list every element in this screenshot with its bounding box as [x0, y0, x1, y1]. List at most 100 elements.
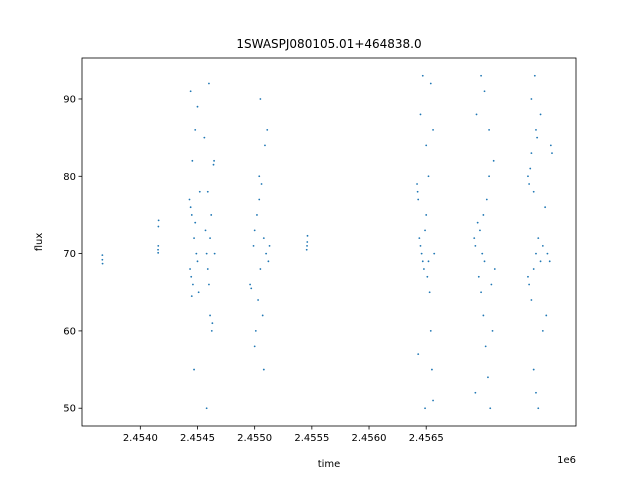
scatter-point: [306, 241, 309, 243]
scatter-point: [261, 314, 264, 317]
x-tick-label: 2.4555: [294, 433, 329, 444]
scatter-point: [480, 291, 482, 294]
scatter-point: [252, 244, 255, 247]
scatter-point: [204, 229, 207, 232]
scatter-point: [157, 251, 160, 254]
scatter-point: [548, 260, 551, 263]
y-tick-label: 60: [63, 326, 76, 337]
scatter-point: [190, 295, 193, 298]
scatter-point: [532, 368, 535, 371]
scatter-point: [262, 237, 265, 240]
scatter-point: [213, 159, 215, 162]
scatter-point: [474, 391, 477, 394]
scatter-point: [432, 399, 434, 402]
scatter-point: [101, 262, 104, 265]
scatter-point: [424, 229, 426, 232]
scatter-point: [193, 368, 195, 371]
scatter-point: [480, 74, 482, 77]
scatter-point: [256, 214, 258, 216]
scatter-point: [206, 268, 209, 270]
scatter-point: [423, 268, 425, 270]
scatter-point: [476, 221, 479, 224]
scatter-point: [537, 407, 540, 410]
scatter-point: [306, 234, 309, 237]
scatter-point: [157, 244, 160, 247]
scatter-point: [479, 229, 481, 232]
scatter-point: [266, 128, 269, 131]
scatter-point: [210, 330, 213, 332]
scatter-point: [530, 299, 533, 301]
scatter-point: [260, 183, 263, 185]
scatter-point: [537, 237, 540, 240]
scatter-point: [192, 283, 194, 286]
scatter-point: [427, 260, 430, 263]
scatter-point: [189, 90, 192, 93]
y-tick-label: 80: [63, 172, 76, 183]
y-tick-label: 90: [63, 94, 76, 105]
x-tick-label: 2.4550: [237, 433, 272, 444]
scatter-point: [417, 353, 420, 356]
scatter-point: [417, 198, 420, 201]
scatter-point: [209, 237, 211, 240]
scatter-point: [530, 98, 533, 100]
scatter-point: [530, 152, 533, 154]
scatter-point: [253, 229, 256, 232]
scatter-point: [475, 113, 478, 116]
scatter-point: [473, 237, 476, 240]
scatter-point: [421, 74, 424, 77]
scatter-point: [419, 113, 422, 116]
scatter-point: [211, 322, 214, 325]
scatter-point: [551, 152, 553, 154]
scatter-point: [539, 113, 542, 116]
scatter-point: [189, 206, 192, 209]
scatter-point: [262, 368, 265, 371]
y-tick-label: 70: [63, 249, 76, 260]
scatter-point: [195, 252, 198, 255]
scatter-point: [482, 314, 485, 317]
y-axis-label: flux: [34, 233, 45, 252]
scatter-point: [487, 376, 489, 379]
scatter-point: [528, 183, 531, 185]
scatter-point: [431, 368, 433, 371]
scatter-point: [489, 407, 492, 410]
scatter-point: [419, 244, 422, 247]
scatter-point: [432, 128, 434, 131]
scatter-point: [249, 283, 251, 286]
scatter-point: [157, 219, 160, 222]
scatter-point: [535, 391, 537, 394]
scatter-point: [190, 214, 193, 216]
scatter-point: [481, 252, 484, 255]
scatter-point: [101, 258, 104, 261]
scatter-point: [203, 136, 206, 139]
x-tick-label: 2.4560: [352, 433, 387, 444]
x-tick-label: 2.4540: [123, 433, 158, 444]
x-offset-label: 1e6: [557, 455, 576, 466]
scatter-point: [474, 244, 477, 247]
scatter-point: [535, 252, 537, 255]
scatter-point: [101, 254, 104, 257]
scatter-point: [418, 237, 421, 240]
scatter-point: [257, 299, 260, 301]
scatter-point: [428, 291, 431, 294]
x-tick-label: 2.4565: [409, 433, 444, 444]
scatter-point: [157, 225, 160, 228]
scatter-point: [532, 190, 535, 193]
scatter-point: [259, 268, 262, 270]
scatter-point: [491, 330, 494, 332]
scatter-point: [191, 159, 194, 162]
scatter-point: [196, 260, 199, 263]
scatter-point: [424, 407, 426, 410]
scatter-point: [254, 330, 257, 332]
scatter-point: [205, 407, 208, 410]
y-tick-label: 50: [63, 404, 76, 415]
scatter-point: [490, 283, 493, 286]
scatter-point: [193, 237, 195, 240]
scatter-point: [209, 314, 211, 317]
scatter-point: [416, 183, 418, 185]
scatter-point: [196, 105, 199, 108]
scatter-point: [482, 214, 485, 216]
scatter-point: [198, 190, 201, 193]
scatter-point: [425, 214, 428, 216]
